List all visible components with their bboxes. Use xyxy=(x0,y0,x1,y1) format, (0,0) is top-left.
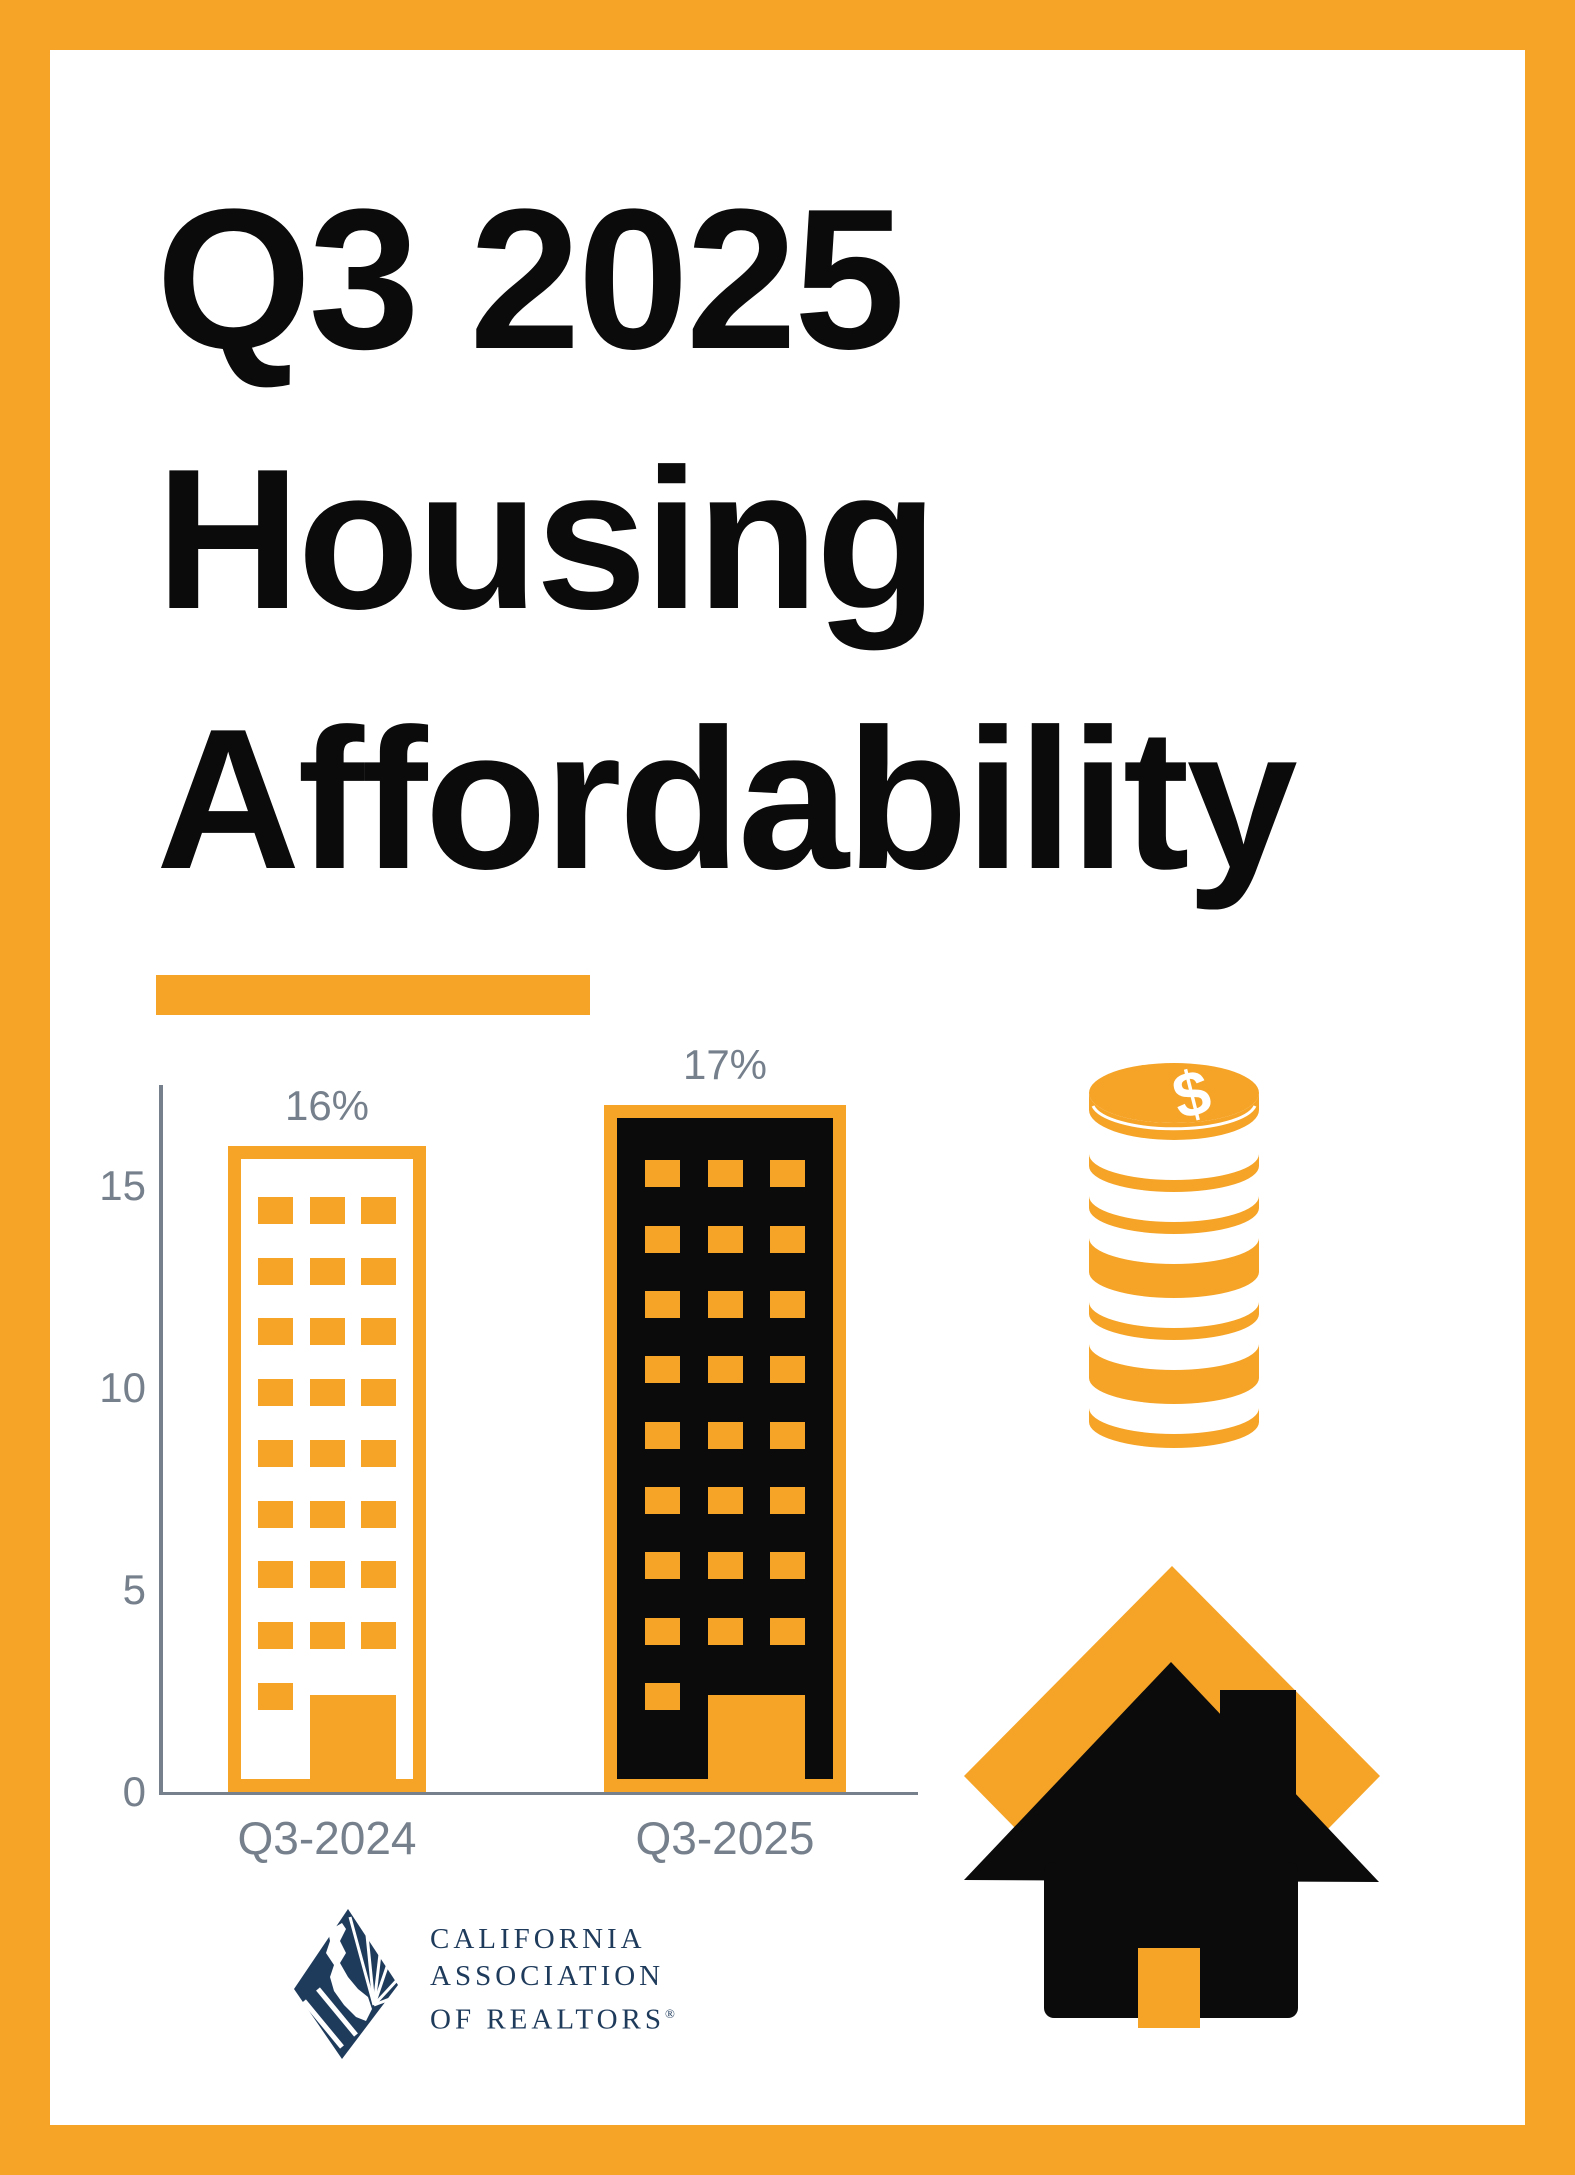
page-title: Q3 2025 Housing Affordability xyxy=(156,150,1496,930)
x-axis-line xyxy=(159,1791,918,1795)
building-window xyxy=(644,1486,680,1514)
building-window xyxy=(361,1561,397,1589)
building-window xyxy=(309,1379,345,1407)
building-window xyxy=(361,1622,397,1650)
house-body xyxy=(1044,1862,1298,2018)
bar-q3-2025-building xyxy=(604,1105,846,1792)
building-window xyxy=(361,1439,397,1467)
building-window xyxy=(257,1379,293,1407)
car-logo: CALIFORNIA ASSOCIATION OF REALTORS® xyxy=(290,1905,675,2063)
y-axis-line xyxy=(159,1085,163,1795)
category-label-q3-2025: Q3-2025 xyxy=(635,1812,815,1864)
building-window xyxy=(361,1379,397,1407)
building-window xyxy=(707,1225,743,1253)
title-line-3: Affordability xyxy=(156,688,1298,911)
building-window xyxy=(361,1500,397,1528)
logo-line-1: CALIFORNIA xyxy=(430,1923,646,1955)
logo-line-3: OF REALTORS® xyxy=(430,2003,675,2036)
building-window xyxy=(309,1622,345,1650)
logo-line-2: ASSOCIATION xyxy=(430,1960,665,1992)
building-window xyxy=(644,1552,680,1580)
building-base xyxy=(241,1683,413,1779)
plot-area: 0 5 10 15 16% 17% Q3-2024 Q3-2025 xyxy=(99,1041,918,1864)
building-window xyxy=(770,1617,806,1645)
building-window xyxy=(644,1160,680,1188)
building-door xyxy=(309,1695,397,1779)
building-window xyxy=(257,1439,293,1467)
building-window xyxy=(644,1356,680,1384)
house-diamond-icon xyxy=(964,1566,1380,2028)
coin-stack-dollar-icon: $ xyxy=(1089,1062,1259,1448)
building-window xyxy=(257,1500,293,1528)
y-tick-label-10: 10 xyxy=(99,1364,146,1411)
title-line-2: Housing xyxy=(156,428,938,651)
building-window xyxy=(770,1225,806,1253)
building-window xyxy=(644,1421,680,1449)
building-window xyxy=(361,1257,397,1285)
title-underline-accent xyxy=(156,975,590,1015)
bar-q3-2024-building xyxy=(228,1146,426,1792)
building-window xyxy=(309,1196,345,1224)
building-door xyxy=(707,1695,806,1779)
building-window xyxy=(770,1486,806,1514)
building-window xyxy=(257,1318,293,1346)
title-line-1: Q3 2025 xyxy=(156,168,905,391)
building-window xyxy=(257,1622,293,1650)
building-window xyxy=(770,1421,806,1449)
building-window xyxy=(707,1160,743,1188)
car-diamond-logo-mark xyxy=(294,1909,400,2059)
building-window xyxy=(644,1683,680,1710)
building-window xyxy=(770,1552,806,1580)
building-window xyxy=(644,1290,680,1318)
building-window xyxy=(309,1439,345,1467)
building-window xyxy=(707,1421,743,1449)
building-window xyxy=(361,1318,397,1346)
building-window xyxy=(257,1683,293,1710)
house-door xyxy=(1138,1948,1200,2028)
building-window xyxy=(309,1318,345,1346)
value-label-q3-2024: 16% xyxy=(284,1081,370,1129)
building-window xyxy=(707,1356,743,1384)
building-window xyxy=(644,1225,680,1253)
house-chimney xyxy=(1220,1690,1296,1860)
building-window xyxy=(707,1552,743,1580)
category-label-q3-2024: Q3-2024 xyxy=(237,1812,417,1864)
registered-trademark: ® xyxy=(664,2006,675,2021)
building-window xyxy=(257,1257,293,1285)
building-window xyxy=(707,1290,743,1318)
building-windows xyxy=(617,1122,833,1683)
building-window xyxy=(257,1561,293,1589)
building-window xyxy=(770,1160,806,1188)
car-logo-text: CALIFORNIA ASSOCIATION OF REALTORS® xyxy=(430,1905,675,2063)
building-window xyxy=(644,1617,680,1645)
building-window xyxy=(257,1196,293,1224)
y-tick-label-15: 15 xyxy=(99,1162,146,1209)
building-window xyxy=(707,1486,743,1514)
value-label-q3-2025: 17% xyxy=(682,1041,768,1089)
y-tick-label-0: 0 xyxy=(122,1768,146,1815)
building-window xyxy=(309,1500,345,1528)
building-window xyxy=(707,1617,743,1645)
building-window xyxy=(770,1290,806,1318)
building-window xyxy=(361,1196,397,1224)
building-base xyxy=(617,1683,833,1779)
building-window xyxy=(770,1356,806,1384)
building-window xyxy=(309,1257,345,1285)
y-tick-label-5: 5 xyxy=(122,1566,146,1613)
building-windows xyxy=(241,1163,413,1683)
building-window xyxy=(309,1561,345,1589)
